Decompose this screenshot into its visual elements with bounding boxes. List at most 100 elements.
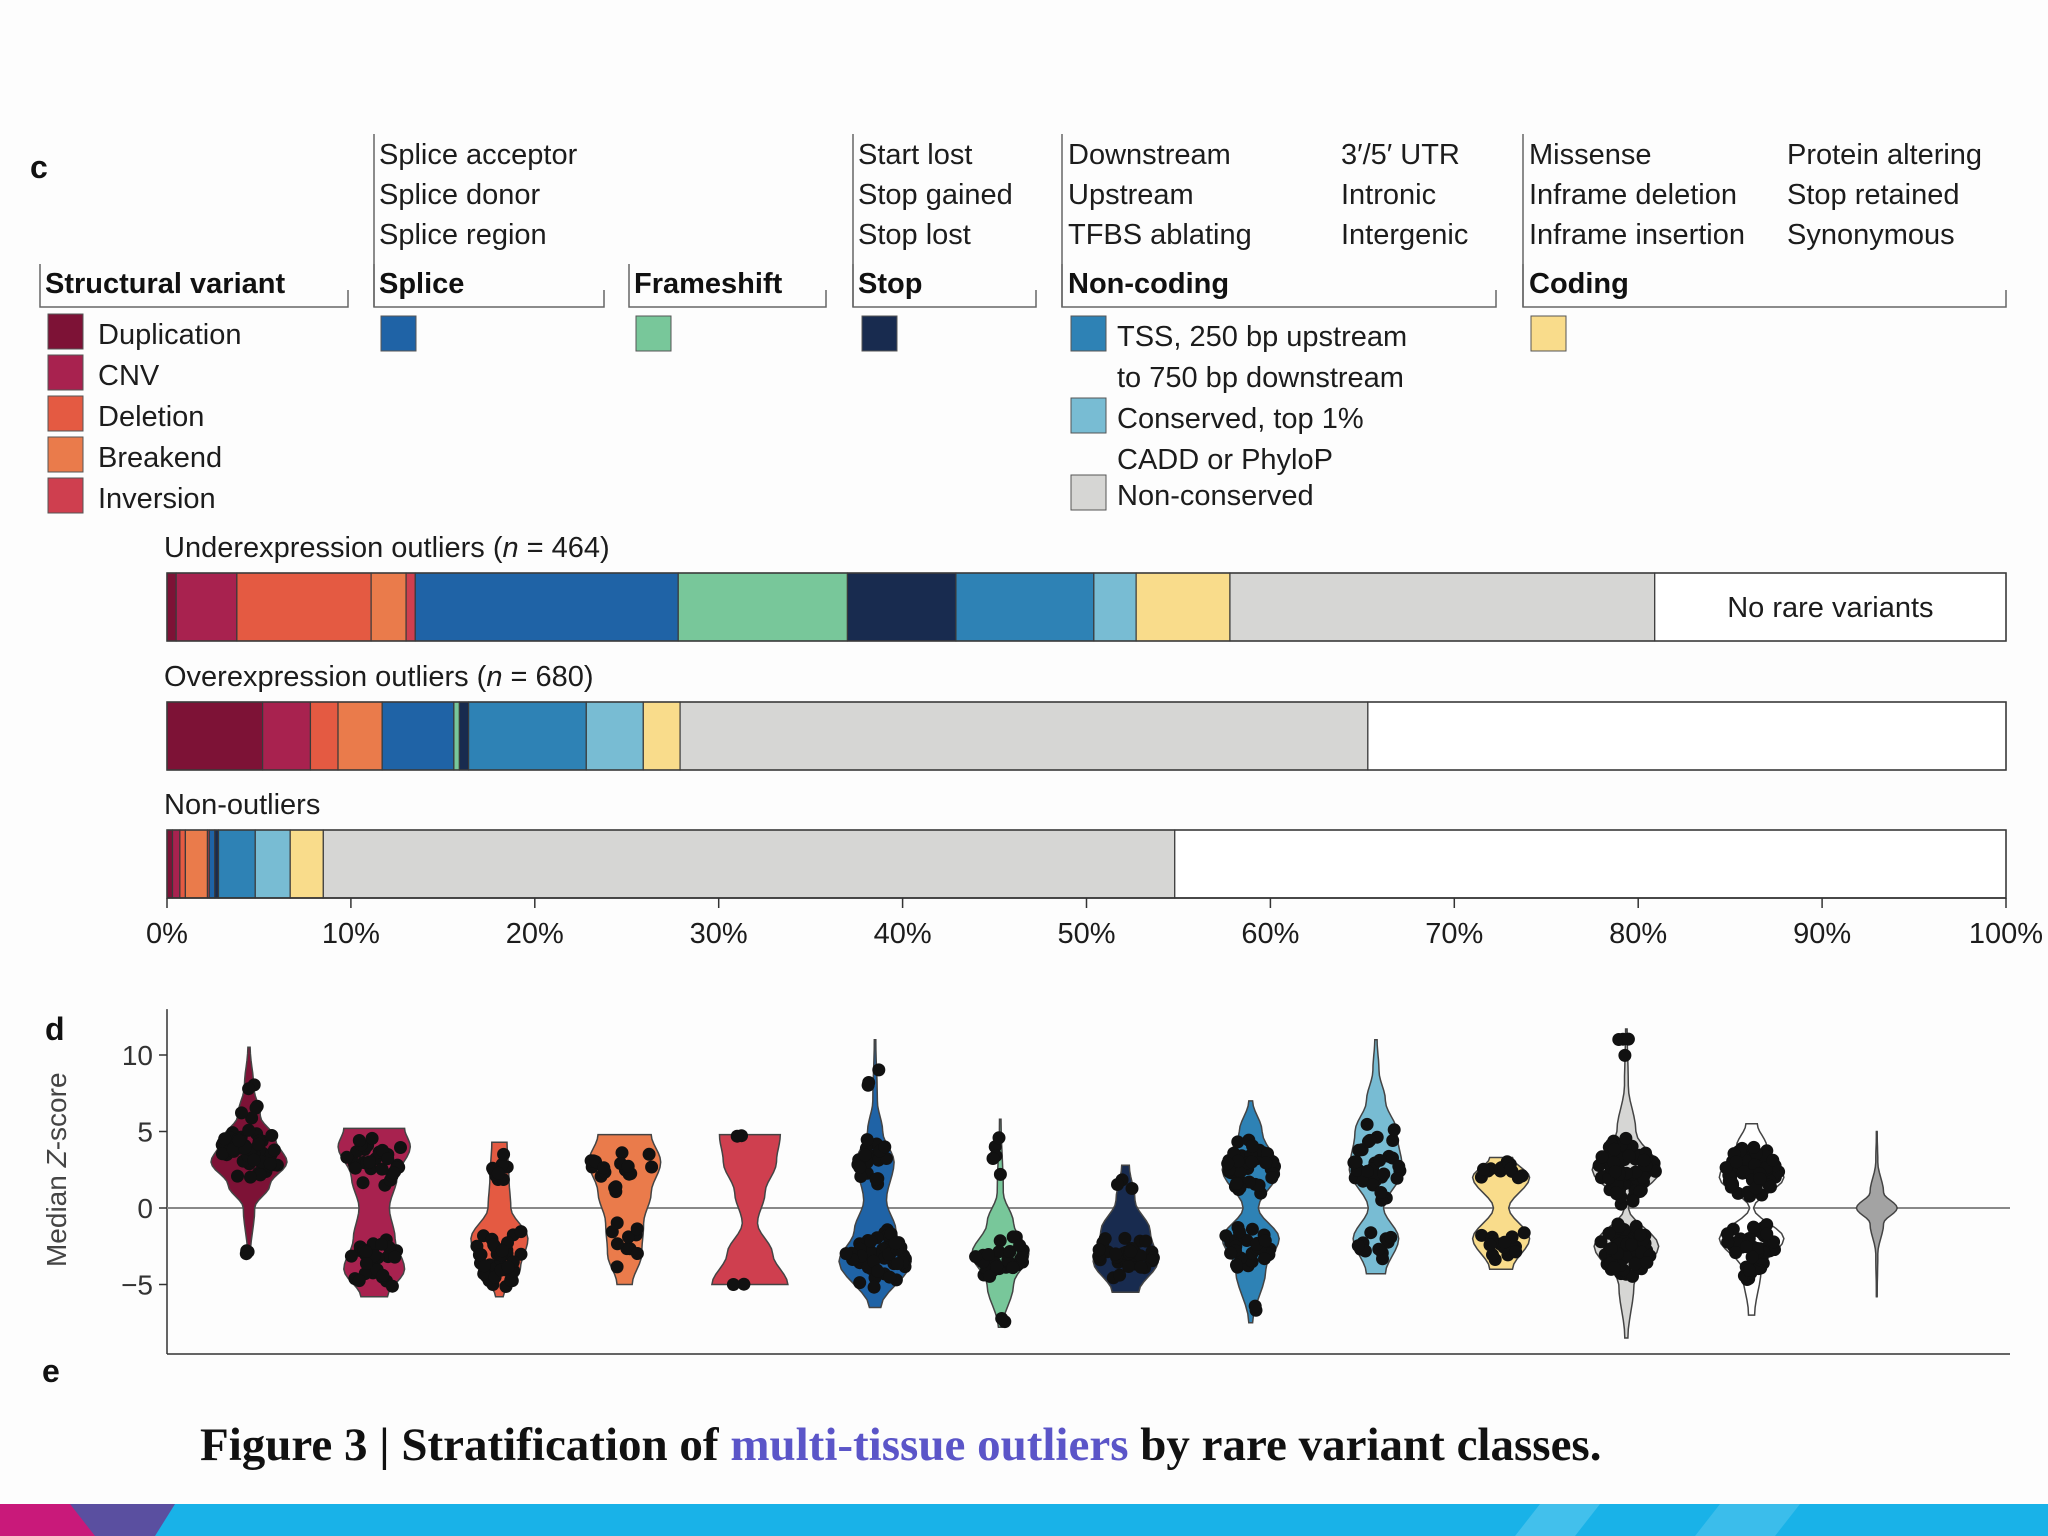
data-point <box>981 1248 995 1261</box>
data-point <box>992 1131 1006 1145</box>
data-point <box>239 1247 253 1261</box>
data-point <box>1618 1048 1632 1062</box>
data-point <box>1224 1246 1238 1260</box>
bar-segment <box>171 829 181 899</box>
data-point <box>1122 1260 1136 1273</box>
data-point <box>387 1166 400 1180</box>
legend-header-coding: Coding <box>1529 268 1629 300</box>
legend-swatch-nonconserved <box>1070 474 1107 511</box>
bar-segment <box>585 701 644 771</box>
legend-member-coding: Stop retained <box>1787 179 1960 211</box>
panel-c-label: c <box>30 149 48 185</box>
x-tick-label: 10% <box>322 918 380 950</box>
data-point <box>340 1150 354 1164</box>
bar-segment <box>405 572 416 642</box>
data-point <box>1349 1155 1363 1169</box>
data-point <box>867 1280 881 1294</box>
data-point <box>630 1222 644 1236</box>
data-point <box>232 1134 246 1148</box>
legend-swatch-deletion <box>47 395 84 432</box>
legend-header-structural-variant: Structural variant <box>45 268 285 300</box>
data-point <box>1517 1226 1531 1240</box>
bar-title-n: n <box>486 661 502 693</box>
data-point <box>1764 1180 1777 1194</box>
data-point <box>1133 1249 1147 1263</box>
data-point <box>1729 1155 1743 1169</box>
data-point <box>245 1111 259 1125</box>
data-point <box>1747 1220 1760 1234</box>
data-point <box>235 1106 248 1120</box>
data-point <box>610 1237 624 1251</box>
legend-member-coding: Protein altering <box>1787 139 1982 171</box>
bar-segment <box>1093 572 1137 642</box>
data-point <box>477 1259 491 1273</box>
violin-body <box>710 1133 789 1286</box>
data-point <box>242 1123 256 1137</box>
data-point <box>514 1225 528 1239</box>
data-point <box>864 1234 878 1248</box>
data-point <box>1240 1234 1254 1247</box>
y-axis-label-prefix: Median <box>41 1167 72 1267</box>
data-point <box>839 1247 853 1261</box>
data-point <box>615 1146 629 1160</box>
data-point <box>242 1082 256 1096</box>
legend-member-noncoding: TFBS ablating <box>1068 219 1252 251</box>
data-point <box>1760 1218 1774 1232</box>
data-point <box>1622 1149 1636 1163</box>
bar-segment <box>337 701 383 771</box>
bar-segment <box>184 829 209 899</box>
legend-label-nonconserved: Non-conserved <box>1117 480 1314 512</box>
data-point <box>1003 1245 1017 1258</box>
data-point <box>1498 1235 1512 1249</box>
data-point <box>1625 1238 1638 1252</box>
data-point <box>363 1155 376 1169</box>
data-point <box>1125 1182 1139 1195</box>
data-point <box>1245 1155 1259 1169</box>
data-point <box>1612 1219 1626 1233</box>
data-point <box>1634 1228 1647 1242</box>
bar-segment <box>166 572 177 642</box>
data-point <box>1594 1235 1608 1249</box>
data-point <box>375 1162 389 1176</box>
data-point <box>1265 1171 1279 1185</box>
data-point <box>1486 1248 1499 1262</box>
legend-member-splice: Splice acceptor <box>379 139 578 171</box>
bar-segment <box>1367 701 2007 771</box>
data-point <box>1740 1240 1753 1254</box>
data-point <box>381 1152 395 1166</box>
bar-segment <box>179 829 186 899</box>
bar-segment <box>467 701 587 771</box>
data-point <box>737 1277 751 1291</box>
data-point <box>215 1147 229 1161</box>
figure-caption: Figure 3 | Stratification of multi-tissu… <box>200 1418 1601 1472</box>
data-point <box>1364 1226 1378 1240</box>
legend-bracket-structural-variant <box>39 264 349 308</box>
y-tick-label: −5 <box>121 1270 153 1301</box>
legend-label-tss: to 750 bp downstream <box>1117 362 1404 394</box>
legend-header-frameshift: Frameshift <box>634 268 783 300</box>
data-point <box>993 1167 1007 1181</box>
data-point <box>244 1170 257 1184</box>
data-point <box>610 1216 624 1230</box>
data-point <box>1373 1153 1387 1167</box>
stacked-bar-chart: Underexpression outliers (n = 464)No rar… <box>146 532 2043 950</box>
data-point <box>252 1137 265 1151</box>
data-point <box>858 1148 872 1162</box>
data-point <box>1113 1268 1127 1282</box>
x-tick-label: 90% <box>1793 918 1851 950</box>
data-point <box>1221 1157 1235 1171</box>
bar-title-suffix: = 680) <box>502 661 593 693</box>
data-point <box>1753 1172 1767 1185</box>
bar-segment <box>458 701 470 771</box>
data-point <box>645 1160 659 1174</box>
data-point <box>1360 1117 1374 1131</box>
data-point <box>267 1143 281 1157</box>
data-point <box>1384 1230 1398 1244</box>
data-point <box>853 1276 867 1290</box>
bar-outline <box>166 701 2007 771</box>
caption-prefix: Figure 3 | Stratification of <box>200 1419 731 1471</box>
data-point <box>1363 1133 1377 1147</box>
legend-member-noncoding: Intergenic <box>1341 219 1468 251</box>
figure: c Structural variant Duplication CNV Deleti… <box>30 134 2043 1389</box>
bar-title: Overexpression outliers (n = 680) <box>164 661 594 693</box>
